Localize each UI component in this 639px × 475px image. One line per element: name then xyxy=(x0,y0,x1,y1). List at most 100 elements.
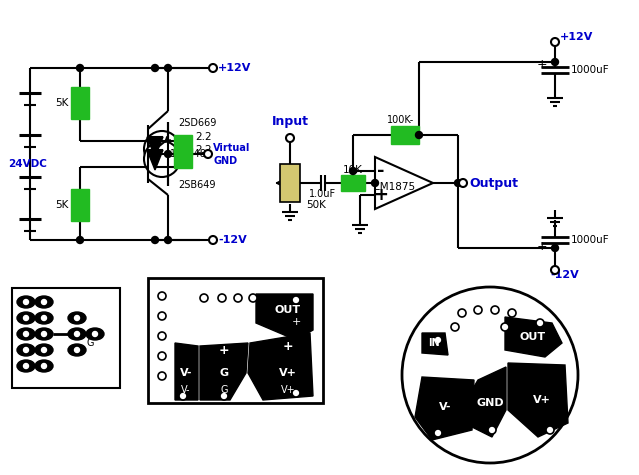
Circle shape xyxy=(434,429,442,437)
Circle shape xyxy=(204,150,212,158)
Text: IN: IN xyxy=(428,338,440,348)
Ellipse shape xyxy=(35,296,53,308)
Circle shape xyxy=(179,392,187,400)
Circle shape xyxy=(144,141,180,177)
Circle shape xyxy=(42,332,47,336)
Text: 1n4148: 1n4148 xyxy=(170,149,207,159)
Circle shape xyxy=(536,319,544,327)
Circle shape xyxy=(292,296,300,304)
Text: 200K: 200K xyxy=(391,128,416,138)
Text: +12V: +12V xyxy=(218,63,251,73)
Circle shape xyxy=(402,287,578,463)
Text: 2.2: 2.2 xyxy=(195,145,212,155)
Bar xyxy=(71,87,89,119)
Text: -12V: -12V xyxy=(218,235,247,245)
Ellipse shape xyxy=(68,328,86,340)
Text: V+: V+ xyxy=(533,395,551,405)
Circle shape xyxy=(75,348,79,352)
Circle shape xyxy=(501,323,509,331)
Bar xyxy=(174,148,192,168)
Circle shape xyxy=(164,151,171,158)
Circle shape xyxy=(24,315,29,321)
Polygon shape xyxy=(175,343,198,400)
Ellipse shape xyxy=(17,328,35,340)
Ellipse shape xyxy=(68,344,86,356)
Circle shape xyxy=(454,180,461,187)
Text: V-: V- xyxy=(181,385,191,395)
Circle shape xyxy=(474,306,482,314)
Polygon shape xyxy=(375,157,433,209)
Circle shape xyxy=(24,332,29,336)
Circle shape xyxy=(158,312,166,320)
Circle shape xyxy=(551,266,559,274)
Polygon shape xyxy=(422,333,448,355)
Text: IN: IN xyxy=(160,393,170,403)
Text: +12V: +12V xyxy=(560,32,594,42)
Text: Output: Output xyxy=(469,177,518,190)
Circle shape xyxy=(77,237,84,244)
Polygon shape xyxy=(505,317,562,357)
Text: 2SD669: 2SD669 xyxy=(178,118,217,128)
Bar xyxy=(391,126,419,144)
Circle shape xyxy=(434,336,442,344)
Circle shape xyxy=(75,332,79,336)
Text: G: G xyxy=(220,385,227,395)
Ellipse shape xyxy=(35,360,53,372)
Polygon shape xyxy=(147,137,163,157)
Bar xyxy=(174,135,192,155)
Text: V-: V- xyxy=(439,402,451,412)
Polygon shape xyxy=(472,367,506,437)
Circle shape xyxy=(24,348,29,352)
Ellipse shape xyxy=(17,312,35,324)
Ellipse shape xyxy=(17,360,35,372)
Circle shape xyxy=(286,134,294,142)
Circle shape xyxy=(551,38,559,46)
Circle shape xyxy=(144,131,180,167)
Ellipse shape xyxy=(35,312,53,324)
Text: 1000uF: 1000uF xyxy=(571,235,610,245)
Circle shape xyxy=(451,323,459,331)
Bar xyxy=(148,278,323,403)
Circle shape xyxy=(218,294,226,302)
Circle shape xyxy=(158,292,166,300)
Polygon shape xyxy=(256,294,313,340)
Text: -12V: -12V xyxy=(550,270,579,280)
Text: 1000uF: 1000uF xyxy=(571,65,610,75)
Circle shape xyxy=(459,179,467,187)
Text: +: + xyxy=(374,186,389,204)
Ellipse shape xyxy=(35,344,53,356)
Circle shape xyxy=(508,309,516,317)
Circle shape xyxy=(551,58,558,66)
Circle shape xyxy=(249,294,257,302)
Circle shape xyxy=(42,348,47,352)
Text: 24VDC: 24VDC xyxy=(8,159,47,169)
Text: -: - xyxy=(377,162,385,180)
Circle shape xyxy=(458,309,466,317)
Circle shape xyxy=(42,315,47,321)
Text: 5K: 5K xyxy=(56,98,68,108)
Text: OUT: OUT xyxy=(275,305,301,315)
Bar xyxy=(341,175,365,191)
Text: GND: GND xyxy=(213,156,237,166)
Circle shape xyxy=(164,237,171,244)
Circle shape xyxy=(292,389,300,397)
Text: Virtual: Virtual xyxy=(213,143,250,153)
Circle shape xyxy=(75,315,79,321)
Circle shape xyxy=(209,64,217,72)
Text: LM1875: LM1875 xyxy=(374,182,415,192)
Text: 1.0uF: 1.0uF xyxy=(309,189,337,199)
Text: 5K: 5K xyxy=(56,200,68,210)
Polygon shape xyxy=(508,363,568,437)
Text: V+: V+ xyxy=(279,368,297,378)
Ellipse shape xyxy=(35,328,53,340)
Circle shape xyxy=(164,65,171,72)
Circle shape xyxy=(220,392,228,400)
Circle shape xyxy=(200,294,208,302)
Text: +: + xyxy=(282,340,293,352)
Text: Input: Input xyxy=(272,115,309,128)
Circle shape xyxy=(551,245,558,251)
Circle shape xyxy=(546,426,554,434)
Text: G: G xyxy=(219,368,229,378)
Circle shape xyxy=(415,132,422,139)
Text: 100K-: 100K- xyxy=(387,115,414,125)
